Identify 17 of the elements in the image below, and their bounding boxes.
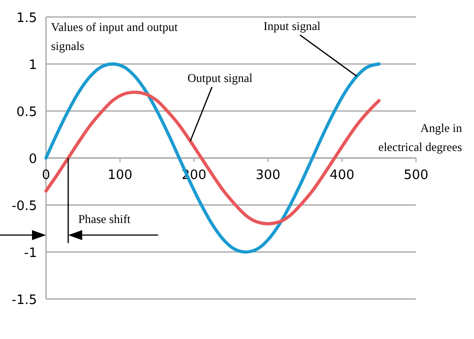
y-tick-label: 0.5 bbox=[16, 105, 37, 120]
y-tick-label: -0.5 bbox=[12, 199, 37, 214]
x-axis-title: Angle in electrical degrees bbox=[378, 121, 462, 154]
x-tick-label: 100 bbox=[108, 168, 132, 183]
y-tick-label: -1.5 bbox=[12, 293, 37, 308]
y-axis-title: Values of input and output signals bbox=[51, 20, 178, 53]
x-tick-label: 0 bbox=[42, 168, 50, 183]
text: Output signal bbox=[188, 71, 254, 85]
x-tick-label: 500 bbox=[404, 168, 428, 183]
y-tick-label: 0 bbox=[28, 152, 37, 167]
annotation: Phase shift bbox=[78, 212, 132, 226]
text: Input signal bbox=[264, 19, 322, 33]
y-tick-label: -1 bbox=[24, 246, 37, 261]
y-tick-label: 1 bbox=[28, 58, 37, 73]
x-tick-label: 400 bbox=[330, 168, 354, 183]
x-tick-label: 300 bbox=[256, 168, 280, 183]
y-tick-label: 1.5 bbox=[16, 11, 37, 26]
